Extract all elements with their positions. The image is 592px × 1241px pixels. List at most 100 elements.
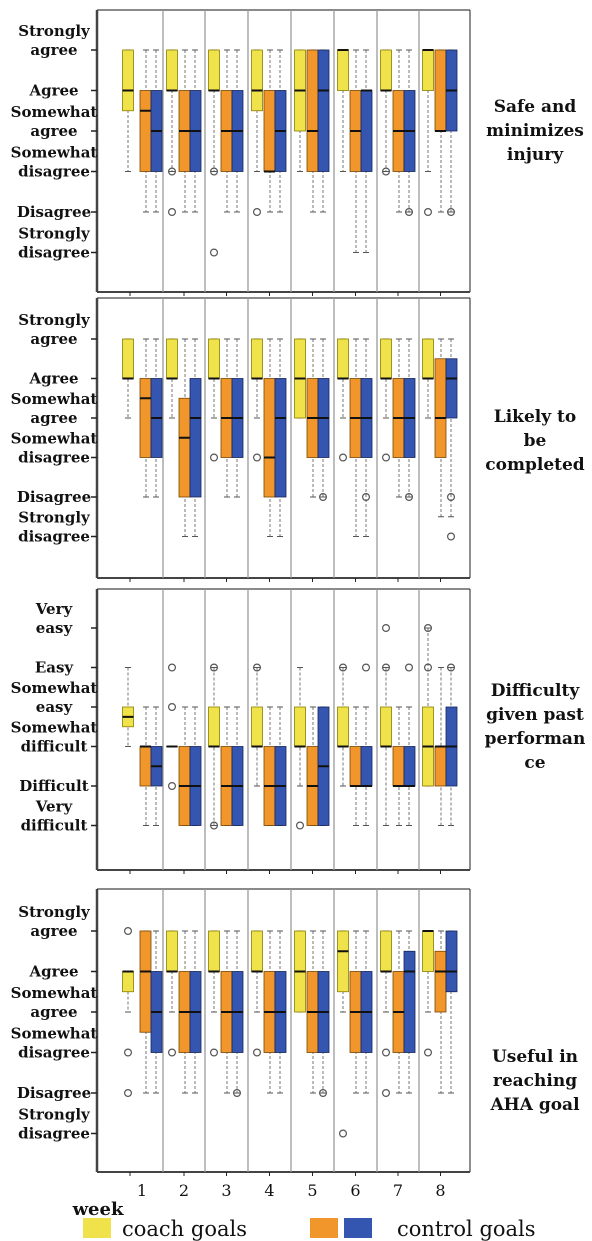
outlier-point xyxy=(253,208,262,217)
panel-title-line: Safe and xyxy=(494,97,577,117)
control-box-blue xyxy=(445,930,458,993)
x-tick-label: 3 xyxy=(221,1181,231,1200)
y-tick-label: Disagree xyxy=(17,1084,91,1102)
y-tick-label: Somewhat xyxy=(11,679,98,697)
y-tick-label: Agree xyxy=(28,82,78,100)
x-tick-label: 2 xyxy=(179,1181,189,1200)
y-tick-label: Strongly xyxy=(18,903,91,921)
outlier-point xyxy=(253,453,262,462)
chart-panel-4: StronglyagreeAgreeSomewhatagreeSomewhatd… xyxy=(11,888,580,1176)
y-tick-label: Strongly xyxy=(18,225,91,243)
x-tick-label: 8 xyxy=(435,1181,445,1200)
control-box-blue xyxy=(445,358,458,419)
outlier-point xyxy=(424,623,433,632)
y-tick-label: Easy xyxy=(35,659,75,677)
outlier-point xyxy=(319,493,328,502)
outlier-point xyxy=(424,663,433,672)
outlier-point xyxy=(382,1048,391,1057)
control-box-orange xyxy=(434,950,447,1013)
y-tick-label: difficult xyxy=(21,817,88,835)
y-tick-label: agree xyxy=(30,41,77,59)
outlier-point xyxy=(296,821,305,830)
outlier-point xyxy=(210,663,219,672)
outlier-point xyxy=(168,702,177,711)
x-tick-label: 6 xyxy=(350,1181,360,1200)
y-tick-label: agree xyxy=(30,122,77,140)
outlier-point xyxy=(123,1088,132,1097)
control-box-blue xyxy=(317,49,330,172)
outlier-point xyxy=(405,663,414,672)
outlier-point xyxy=(168,1048,177,1057)
y-tick-label: easy xyxy=(36,698,74,716)
panel-title-line: performan xyxy=(485,729,586,749)
coach-box xyxy=(422,930,434,972)
control-box-orange xyxy=(178,397,191,498)
outlier-point xyxy=(210,248,219,257)
control-box-orange xyxy=(139,746,152,787)
outlier-point xyxy=(447,493,456,502)
outlier-point xyxy=(382,1088,391,1097)
outlier-point xyxy=(447,208,456,217)
x-tick-label: 1 xyxy=(137,1181,147,1200)
outlier-point xyxy=(424,208,433,217)
y-tick-label: agree xyxy=(30,922,77,940)
y-tick-label: Agree xyxy=(28,370,78,388)
y-tick-label: Difficult xyxy=(19,777,88,795)
coach-box xyxy=(422,49,434,91)
y-tick-label: Very xyxy=(35,798,74,816)
control-box-orange xyxy=(263,378,276,498)
coach-box xyxy=(251,706,263,747)
outlier-point xyxy=(168,781,177,790)
coach-box xyxy=(208,930,220,972)
control-box-orange xyxy=(434,358,447,458)
control-box-orange xyxy=(139,930,152,1033)
legend: coach goals control goals xyxy=(83,1217,536,1241)
control-box-orange xyxy=(392,746,405,787)
coach-box xyxy=(251,930,263,972)
control-box-blue xyxy=(360,90,373,172)
outlier-point xyxy=(447,532,456,541)
chart-panel-2: StronglyagreeAgreeSomewhatagreeSomewhatd… xyxy=(11,297,585,582)
panel-title-line: Likely to xyxy=(494,407,576,427)
y-tick-label: Somewhat xyxy=(11,390,98,408)
panel-title-line: Difficulty xyxy=(491,681,581,701)
y-tick-label: Somewhat xyxy=(11,1025,98,1043)
y-tick-label: easy xyxy=(36,619,74,637)
outlier-point xyxy=(168,167,177,176)
outlier-point xyxy=(319,1088,328,1097)
panel-title-line: completed xyxy=(485,455,585,475)
control-box-blue xyxy=(189,378,202,498)
control-box-blue xyxy=(274,378,287,498)
control-box-orange xyxy=(139,90,152,172)
x-tick-label: 5 xyxy=(307,1181,317,1200)
y-tick-label: disagree xyxy=(18,449,90,467)
y-tick-label: agree xyxy=(30,409,77,427)
outlier-point xyxy=(382,663,391,672)
coach-box xyxy=(422,338,434,379)
control-box-orange xyxy=(349,746,362,787)
panel-title-line: given past xyxy=(486,705,584,725)
outlier-point xyxy=(447,663,456,672)
legend-label-coach: coach goals xyxy=(122,1217,247,1241)
outlier-point xyxy=(168,663,177,672)
outlier-point xyxy=(233,1088,242,1097)
coach-box xyxy=(208,338,220,379)
y-tick-label: agree xyxy=(30,330,77,348)
outlier-point xyxy=(253,663,262,672)
coach-box xyxy=(251,338,263,379)
panel-title-line: injury xyxy=(507,145,564,165)
outlier-point xyxy=(405,493,414,502)
coach-box xyxy=(337,706,349,747)
panel-title-line: ce xyxy=(524,753,545,773)
y-tick-label: disagree xyxy=(18,163,90,181)
outlier-point xyxy=(210,453,219,462)
y-tick-label: Strongly xyxy=(18,22,91,40)
coach-box xyxy=(208,706,220,747)
outlier-point xyxy=(168,208,177,217)
outlier-point xyxy=(210,821,219,830)
coach-box xyxy=(380,930,392,972)
coach-box xyxy=(166,930,178,972)
outlier-point xyxy=(339,1129,348,1138)
coach-box xyxy=(380,706,392,747)
legend-label-control: control goals xyxy=(397,1217,536,1241)
